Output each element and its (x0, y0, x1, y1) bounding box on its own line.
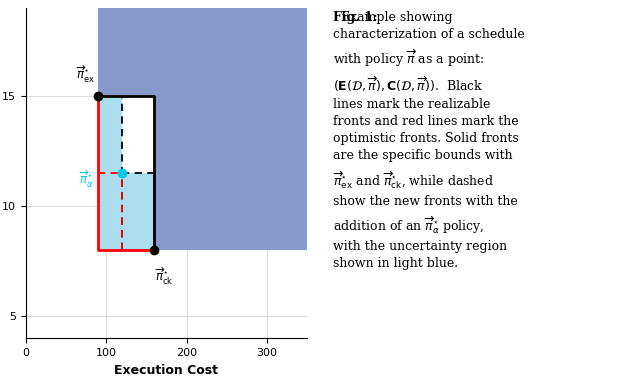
Bar (98, 8, 307, 250)
Bar (98, 96, 154, 250)
Text: $\overrightarrow{\pi}^{\!\star}_{\mathrm{ck}}$: $\overrightarrow{\pi}^{\!\star}_{\mathrm… (155, 265, 174, 287)
X-axis label: Execution Cost: Execution Cost (115, 364, 218, 376)
Bar (98, 96, 122, 250)
Text: Example showing
characterization of a schedule
with policy $\overrightarrow{\pi}: Example showing characterization of a sc… (333, 11, 525, 270)
Text: Fig. 1:: Fig. 1: (333, 11, 378, 24)
Text: $\overrightarrow{\pi}^{\!\star}_{\mathrm{ex}}$: $\overrightarrow{\pi}^{\!\star}_{\mathrm… (76, 64, 95, 85)
Text: $\overrightarrow{\pi}^{\!\star}_{\alpha}$: $\overrightarrow{\pi}^{\!\star}_{\alpha}… (79, 169, 94, 190)
Bar (122, 173, 154, 250)
